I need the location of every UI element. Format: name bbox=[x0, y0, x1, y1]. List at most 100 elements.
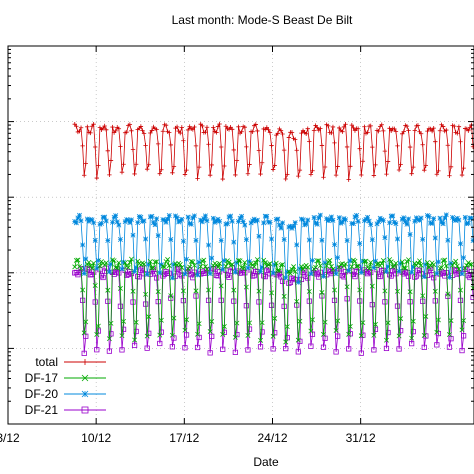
data-point bbox=[269, 143, 274, 148]
data-point bbox=[399, 259, 405, 265]
data-point bbox=[440, 124, 446, 129]
data-point bbox=[133, 162, 139, 167]
data-point bbox=[434, 172, 440, 177]
data-point bbox=[97, 221, 103, 227]
data-point bbox=[443, 212, 449, 218]
data-point bbox=[118, 144, 123, 149]
data-point bbox=[111, 258, 117, 264]
data-point bbox=[184, 317, 190, 323]
data-point bbox=[431, 216, 437, 222]
data-point bbox=[117, 237, 123, 243]
data-point bbox=[347, 258, 353, 264]
data-point bbox=[451, 123, 457, 129]
data-point bbox=[283, 345, 289, 352]
data-point bbox=[377, 273, 383, 280]
x-tick-label: 10/12 bbox=[81, 431, 111, 445]
data-point bbox=[119, 347, 125, 353]
data-point bbox=[204, 266, 210, 272]
data-point bbox=[287, 223, 293, 229]
data-point bbox=[248, 220, 254, 226]
data-point bbox=[330, 266, 336, 272]
data-point bbox=[330, 217, 336, 223]
data-point bbox=[244, 144, 249, 150]
data-point bbox=[401, 215, 407, 221]
data-point bbox=[454, 263, 460, 269]
data-point bbox=[400, 131, 405, 137]
data-point bbox=[280, 131, 285, 137]
data-point bbox=[311, 215, 317, 220]
data-point bbox=[344, 144, 350, 150]
data-point bbox=[191, 262, 197, 268]
data-point bbox=[105, 287, 111, 293]
data-point bbox=[198, 263, 204, 269]
data-point bbox=[206, 242, 212, 248]
data-point bbox=[103, 260, 109, 266]
data-point bbox=[409, 341, 415, 347]
data-point bbox=[390, 213, 396, 219]
data-point bbox=[388, 259, 394, 265]
data-point bbox=[396, 346, 402, 352]
data-point bbox=[434, 329, 440, 335]
data-point bbox=[207, 350, 213, 356]
data-point bbox=[451, 217, 457, 223]
data-point bbox=[113, 128, 118, 134]
data-point bbox=[110, 124, 115, 130]
grid bbox=[7, 45, 474, 425]
data-point bbox=[421, 274, 427, 280]
data-point bbox=[396, 268, 402, 274]
data-point bbox=[92, 299, 98, 305]
data-point bbox=[270, 333, 276, 339]
data-point bbox=[333, 172, 339, 178]
data-point bbox=[322, 319, 328, 325]
data-point bbox=[221, 258, 227, 264]
data-point bbox=[207, 271, 213, 277]
data-point bbox=[335, 164, 340, 169]
data-point bbox=[231, 239, 237, 245]
data-point bbox=[190, 127, 196, 132]
data-point bbox=[91, 121, 96, 127]
data-point bbox=[96, 163, 101, 168]
data-point bbox=[209, 162, 214, 168]
data-point bbox=[285, 172, 290, 177]
data-point bbox=[445, 143, 451, 148]
data-point bbox=[420, 293, 426, 299]
data-point bbox=[357, 146, 362, 151]
data-point bbox=[162, 217, 167, 223]
data-point bbox=[158, 317, 164, 323]
data-point bbox=[270, 270, 276, 276]
data-point bbox=[435, 330, 442, 337]
data-point bbox=[306, 237, 312, 243]
data-point bbox=[267, 130, 273, 135]
data-point bbox=[381, 128, 386, 134]
data-point bbox=[371, 265, 377, 271]
data-point bbox=[81, 270, 87, 276]
data-point bbox=[450, 262, 456, 268]
data-point bbox=[270, 346, 276, 352]
data-point bbox=[292, 220, 298, 226]
data-point bbox=[119, 169, 125, 175]
x-ticks: 3/12 10/12 17/12 24/12 31/12 bbox=[0, 46, 376, 445]
data-point bbox=[103, 218, 109, 224]
data-point bbox=[387, 220, 393, 226]
data-point bbox=[322, 260, 328, 266]
data-point bbox=[401, 265, 407, 271]
data-point bbox=[431, 275, 437, 281]
data-point bbox=[165, 256, 171, 262]
data-point bbox=[407, 232, 413, 237]
data-point bbox=[409, 335, 415, 341]
data-point bbox=[228, 213, 234, 219]
data-point bbox=[468, 215, 474, 221]
data-point bbox=[132, 171, 137, 177]
data-point bbox=[237, 258, 243, 264]
data-point bbox=[144, 166, 150, 172]
data-point bbox=[196, 259, 202, 265]
data-point bbox=[458, 139, 463, 144]
data-point bbox=[459, 271, 465, 277]
data-point bbox=[426, 214, 432, 219]
data-point bbox=[440, 221, 446, 227]
data-point bbox=[291, 264, 297, 270]
data-point bbox=[116, 126, 122, 131]
data-point bbox=[256, 233, 262, 239]
data-point bbox=[217, 121, 222, 127]
data-point bbox=[307, 139, 312, 144]
